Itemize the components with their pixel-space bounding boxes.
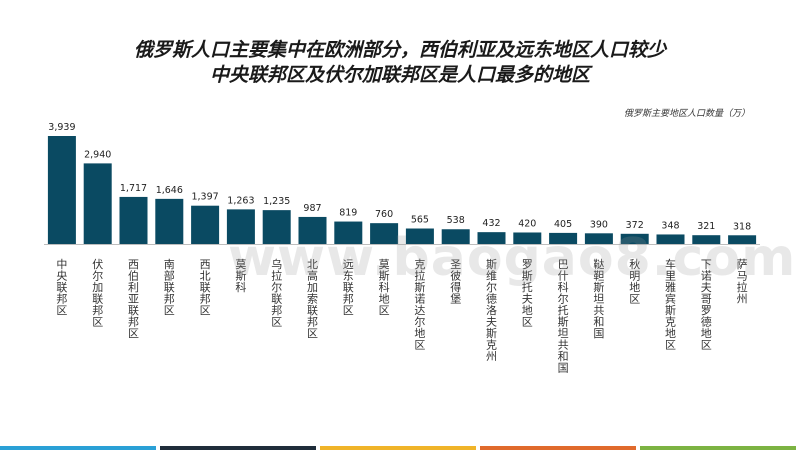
bar [692, 235, 721, 244]
category-label: 西伯利亚联邦区 [128, 258, 139, 340]
bar [47, 136, 76, 244]
bar-value-label: 819 [339, 208, 357, 219]
category-label: 南部联邦区 [164, 258, 175, 317]
category-label: 远东联邦区 [343, 258, 354, 317]
unit-label: 俄罗斯主要地区人口数量（万） [623, 109, 750, 119]
bar [405, 228, 434, 244]
category-label: 鞑靼斯坦共和国 [593, 257, 604, 340]
bar-value-label: 760 [375, 209, 393, 220]
bar [549, 232, 578, 244]
bar-value-label: 1,263 [227, 195, 254, 206]
bar-value-label: 1,397 [191, 192, 218, 203]
watermark: www.baogao8.com [228, 228, 797, 288]
category-label: 罗斯托夫地区 [522, 258, 533, 329]
category-label: 车里雅宾斯克地区 [665, 257, 676, 352]
bar [513, 232, 542, 244]
bar-value-label: 1,717 [120, 183, 147, 194]
bar-value-label: 420 [518, 218, 536, 229]
category-label: 下诺夫哥罗德地区 [701, 258, 712, 352]
bar [656, 234, 685, 244]
bar [584, 233, 613, 244]
category-label: 北高加索联邦区 [307, 258, 318, 340]
bar [226, 209, 255, 244]
bar [191, 205, 220, 244]
bar [262, 210, 291, 244]
bar-value-label: 538 [447, 215, 465, 226]
bar [83, 163, 112, 244]
bar [334, 221, 363, 244]
category-label: 西北联邦区 [200, 258, 211, 317]
category-label: 中央联邦区 [56, 258, 67, 317]
category-label: 巴什科尔托斯坦共和国 [558, 258, 569, 375]
category-label: 斯维尔德洛夫斯克州 [486, 258, 497, 363]
bar [155, 198, 184, 244]
footer-color-segment [0, 446, 156, 450]
bar [477, 232, 506, 244]
bar [119, 196, 148, 244]
footer-color-segment [640, 446, 796, 450]
footer-color-segment [480, 446, 636, 450]
category-label: 伏尔加联邦区 [92, 257, 103, 329]
bar [441, 229, 470, 244]
bar [370, 223, 399, 244]
bar-value-label: 1,646 [156, 185, 183, 196]
chart-title-line-2: 中央联邦区及伏尔加联邦区是人口最多的地区 [209, 64, 590, 86]
category-label: 秋明地区 [629, 257, 640, 306]
category-label: 乌拉尔联邦区 [271, 257, 282, 329]
category-label: 克拉斯诺达尔地区 [414, 258, 425, 352]
bar-value-label: 3,939 [48, 122, 75, 133]
bar-value-label: 987 [303, 203, 321, 214]
category-label: 萨马拉州 [737, 258, 748, 306]
bar [620, 233, 649, 244]
bar-value-label: 348 [661, 220, 679, 231]
category-label: 圣彼得堡 [450, 258, 461, 306]
bar-value-label: 405 [554, 219, 572, 230]
bar-value-label: 1,235 [263, 196, 290, 207]
footer-color-segment [160, 446, 316, 450]
bar-value-label: 432 [482, 218, 500, 229]
category-label: 莫斯科地区 [379, 258, 390, 317]
bar [298, 216, 327, 244]
bar-value-label: 565 [411, 215, 429, 226]
bar [728, 235, 757, 244]
bar-value-label: 390 [590, 219, 608, 230]
chart-title-line-1: 俄罗斯人口主要集中在欧洲部分，西伯利亚及远东地区人口较少 [133, 39, 666, 61]
bar-value-label: 318 [733, 221, 751, 232]
footer-color-segment [320, 446, 476, 450]
category-label: 莫斯科 [235, 258, 246, 294]
bar-value-label: 321 [697, 221, 715, 232]
bar-value-label: 2,940 [84, 149, 111, 160]
bar-value-label: 372 [626, 220, 644, 231]
